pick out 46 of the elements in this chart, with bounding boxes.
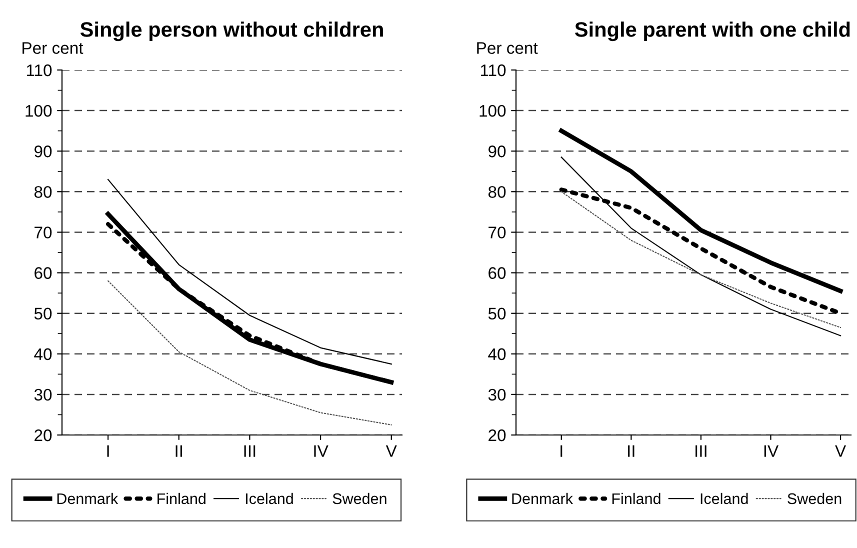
legend-label: Finland [612, 492, 660, 504]
y-axis-title: Per cent [22, 42, 84, 54]
chart-title: Single parent with one child [574, 22, 850, 42]
y-axis-title: Per cent [477, 42, 538, 54]
legend-label: Sweden [788, 492, 842, 504]
legend-label: Denmark [57, 492, 118, 504]
y-tick-label: 20 [488, 429, 506, 442]
y-tick-label: 70 [34, 226, 52, 238]
y-tick-label: 30 [488, 388, 506, 401]
line-series [560, 156, 842, 336]
y-tick-label: 100 [26, 104, 52, 117]
y-tick-label: 100 [480, 104, 506, 117]
y-tick-label: 60 [488, 267, 506, 279]
x-tick-label: V [835, 445, 846, 457]
y-tick-label: 60 [34, 267, 52, 279]
y-tick-label: 80 [34, 186, 52, 198]
y-tick-label: 50 [488, 308, 506, 320]
x-tick-label: II [176, 445, 182, 457]
x-tick-label: I [107, 445, 109, 457]
y-tick-label: 90 [34, 146, 52, 158]
y-tick-label: 110 [480, 64, 506, 76]
y-tick-label: 90 [488, 146, 506, 158]
y-tick-label: 30 [34, 388, 52, 401]
y-tick-label: 40 [488, 348, 506, 360]
y-tick-label: 50 [34, 308, 52, 320]
legend-label: Denmark [512, 492, 573, 504]
y-tick-label: 80 [488, 186, 506, 198]
chart-title: Single person without children [80, 22, 383, 42]
y-tick-label: 110 [26, 64, 52, 76]
x-tick-label: IV [314, 445, 328, 457]
x-tick-label: III [244, 445, 256, 457]
y-tick-label: 70 [488, 226, 506, 238]
legend-label: Iceland [246, 492, 293, 504]
y-tick-label: 40 [34, 348, 52, 360]
legend-label: Finland [158, 492, 206, 504]
y-tick-label: 20 [34, 429, 52, 442]
legend-label: Iceland [700, 492, 748, 504]
x-tick-label: V [386, 445, 397, 457]
line-series [559, 128, 843, 294]
x-tick-label: IV [764, 445, 779, 457]
x-tick-label: II [628, 445, 634, 457]
legend-label: Sweden [332, 492, 386, 504]
x-tick-label: III [696, 445, 706, 457]
line-series [107, 178, 392, 365]
line-series [107, 280, 392, 426]
x-tick-label: I [560, 445, 562, 457]
